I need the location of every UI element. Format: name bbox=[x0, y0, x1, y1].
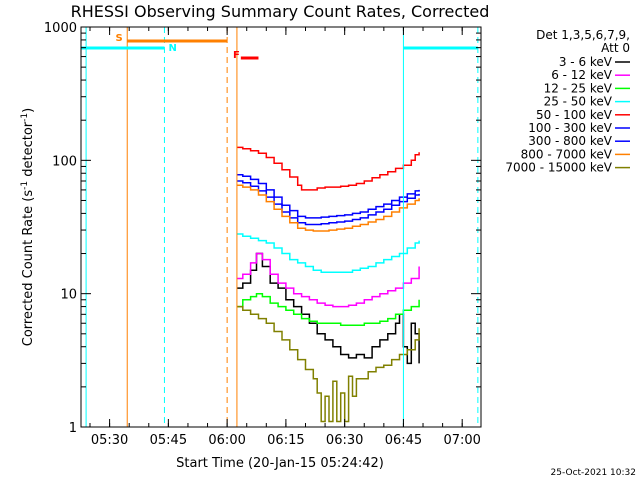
marker-layer: N S F bbox=[81, 27, 479, 427]
status-bar-label-night-1: N bbox=[168, 43, 176, 54]
legend-entry-label-2: 12 - 25 keV bbox=[544, 81, 613, 95]
x-tick-label-2: 06:00 bbox=[208, 433, 245, 448]
x-tick-label-0: 05:30 bbox=[91, 433, 128, 448]
status-bar-label-flare: F bbox=[233, 50, 240, 61]
x-tick-label-6: 07:00 bbox=[443, 433, 480, 448]
y-axis-label-sup1: -1 bbox=[20, 181, 30, 190]
legend-header-attenuator: Att 0 bbox=[601, 41, 630, 55]
y-axis-label-sup2: -1 bbox=[20, 113, 30, 122]
series-line-8 bbox=[236, 305, 420, 423]
axis-layer: 05:30 05:45 06:00 06:15 06:30 06:45 07:00 1 10 10… bbox=[44, 21, 481, 448]
series-line-3 bbox=[236, 233, 420, 273]
y-tick-label-3: 1000 bbox=[44, 21, 77, 36]
y-axis-label-mid: detector bbox=[21, 121, 36, 181]
legend-entry-label-5: 100 - 300 keV bbox=[528, 121, 612, 135]
legend-entry-label-0: 3 - 6 keV bbox=[559, 55, 613, 69]
x-tick-label-3: 06:15 bbox=[267, 433, 304, 448]
series-line-5 bbox=[236, 173, 420, 219]
legend-entry-label-7: 800 - 7000 keV bbox=[521, 147, 613, 161]
legend-entry-label-1: 6 - 12 keV bbox=[551, 68, 613, 82]
status-bar-label-saa: S bbox=[115, 33, 122, 44]
series-line-1 bbox=[236, 252, 420, 308]
y-tick-label-0: 1 bbox=[69, 421, 77, 436]
plot-frame bbox=[80, 26, 482, 428]
x-axis-label: Start Time (20-Jan-15 05:24:42) bbox=[176, 456, 384, 471]
generation-timestamp: 25-Oct-2021 10:32 bbox=[551, 468, 636, 478]
legend-entry-label-3: 25 - 50 keV bbox=[544, 95, 613, 109]
series-layer bbox=[236, 146, 420, 423]
y-tick-label-2: 100 bbox=[52, 154, 77, 169]
x-tick-label-5: 06:45 bbox=[385, 433, 422, 448]
y-axis-label-end: ) bbox=[21, 108, 36, 113]
series-line-2 bbox=[236, 292, 420, 326]
series-line-4 bbox=[236, 146, 420, 191]
y-tick-label-1: 10 bbox=[60, 288, 77, 303]
y-axis-label-main: Corrected Count Rate (s bbox=[21, 190, 36, 347]
chart-title: RHESSI Observing Summary Count Rates, Co… bbox=[71, 2, 490, 21]
legend-entry-label-4: 50 - 100 keV bbox=[536, 108, 613, 122]
y-axis-label: Corrected Count Rate (s-1 detector-1) bbox=[20, 108, 36, 346]
series-line-7 bbox=[236, 184, 420, 232]
x-tick-label-1: 05:45 bbox=[150, 433, 187, 448]
legend-header-detectors: Det 1,3,5,6,7,9, bbox=[536, 28, 630, 42]
legend-entry-label-8: 7000 - 15000 keV bbox=[505, 161, 612, 175]
legend-entry-label-6: 300 - 800 keV bbox=[528, 134, 612, 148]
x-tick-label-4: 06:30 bbox=[326, 433, 363, 448]
